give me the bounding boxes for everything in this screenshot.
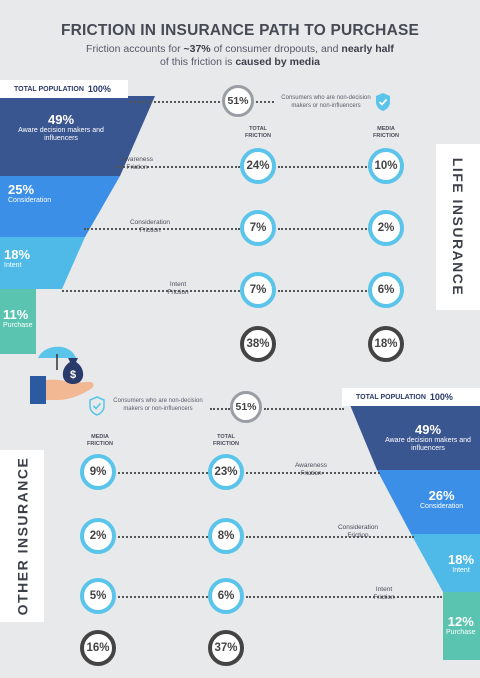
life-media-friction-header: MEDIA FRICTION [373, 126, 399, 139]
other-funnel-aware-text: 49% Aware decision makers and influencer… [385, 422, 471, 452]
life-dots-awareness-media [278, 166, 370, 168]
life-awareness-media: 10% [368, 148, 404, 184]
page-title: FRICTION IN INSURANCE PATH TO PURCHASE [60, 22, 420, 39]
life-funnel-aware-text: 49% Aware decision makers and influencer… [18, 112, 104, 142]
other-consideration-total: 8% [208, 518, 244, 554]
other-media-friction-header: MEDIA FRICTION [87, 434, 113, 447]
other-consideration-media: 2% [80, 518, 116, 554]
life-dots-consideration [84, 228, 240, 230]
life-awareness-total: 24% [240, 148, 276, 184]
other-funnel-consideration-text: 26% Consideration [420, 488, 464, 510]
other-funnel-purchase [443, 592, 480, 660]
hand-umbrella-money-icon: $ [30, 346, 94, 404]
life-non-decision-circle: 51% [222, 85, 254, 117]
life-dots-intent-media [278, 290, 370, 292]
life-sum-media: 18% [368, 326, 404, 362]
life-funnel-consideration [0, 176, 120, 237]
life-dots-intent [62, 290, 240, 292]
life-funnel-intent [0, 237, 85, 289]
other-dots-intent-media [118, 596, 208, 598]
other-total-population: TOTAL POPULATION 100% [342, 388, 480, 406]
other-dots-population [264, 408, 344, 410]
other-awareness-media: 9% [80, 454, 116, 490]
other-dots-note [210, 408, 230, 410]
life-consideration-media: 2% [368, 210, 404, 246]
life-consideration-total: 7% [240, 210, 276, 246]
life-intent-total: 7% [240, 272, 276, 308]
other-dots-awareness [246, 472, 380, 474]
life-dots-population [130, 101, 220, 103]
life-row-intent-label: Intent Friction [167, 281, 189, 296]
other-intent-total: 6% [208, 578, 244, 614]
life-non-decision-note: Consumers who are non-decision makers or… [281, 95, 371, 109]
other-funnel-intent [411, 534, 480, 592]
other-awareness-total: 23% [208, 454, 244, 490]
life-funnel-aware [0, 96, 155, 176]
other-non-decision-note: Consumers who are non-decision makers or… [113, 398, 203, 412]
life-dots-note [256, 101, 274, 103]
life-dots-consideration-media [278, 228, 370, 230]
shield-check-icon [89, 396, 105, 416]
other-funnel-consideration [377, 470, 480, 534]
shield-check-icon [376, 93, 390, 111]
life-sum-total: 38% [240, 326, 276, 362]
other-dots-intent [246, 596, 442, 598]
other-intent-media: 5% [80, 578, 116, 614]
other-insurance-tab: OTHER INSURANCE [0, 450, 44, 622]
other-funnel-purchase-text: 12% Purchase [446, 614, 476, 636]
other-dots-consideration-media [118, 536, 208, 538]
life-insurance-tab: LIFE INSURANCE [436, 144, 480, 310]
life-funnel-purchase-text: 11% Purchase [3, 307, 33, 329]
other-sum-media: 16% [80, 630, 116, 666]
life-row-awareness-label: Awareness Friction [120, 156, 154, 171]
other-row-intent-label: Intent Friction [373, 586, 395, 601]
life-funnel-intent-text: 18% Intent [4, 247, 31, 269]
life-row-consideration-label: Consideration Friction [129, 219, 171, 234]
life-funnel-purchase [0, 289, 36, 354]
other-row-consideration-label: Consideration Friction [337, 524, 379, 539]
other-funnel [343, 388, 480, 660]
svg-text:$: $ [70, 369, 76, 381]
other-row-awareness-label: Awareness Friction [294, 462, 328, 477]
other-dots-awareness-media [118, 472, 208, 474]
other-sum-total: 37% [208, 630, 244, 666]
other-non-decision-circle: 51% [230, 391, 262, 423]
other-dots-consideration [246, 536, 414, 538]
other-funnel-aware [343, 388, 480, 470]
life-dots-awareness [116, 166, 240, 168]
life-intent-media: 6% [368, 272, 404, 308]
life-funnel-consideration-text: 25% Consideration [8, 182, 52, 204]
page-subtitle: Friction accounts for ~37% of consumer d… [86, 43, 394, 68]
life-total-friction-header: TOTAL FRICTION [245, 126, 271, 139]
life-total-population: TOTAL POPULATION 100% [0, 80, 128, 98]
life-funnel [0, 96, 155, 354]
other-total-friction-header: TOTAL FRICTION [213, 434, 239, 447]
other-funnel-intent-text: 18% Intent [448, 552, 475, 574]
